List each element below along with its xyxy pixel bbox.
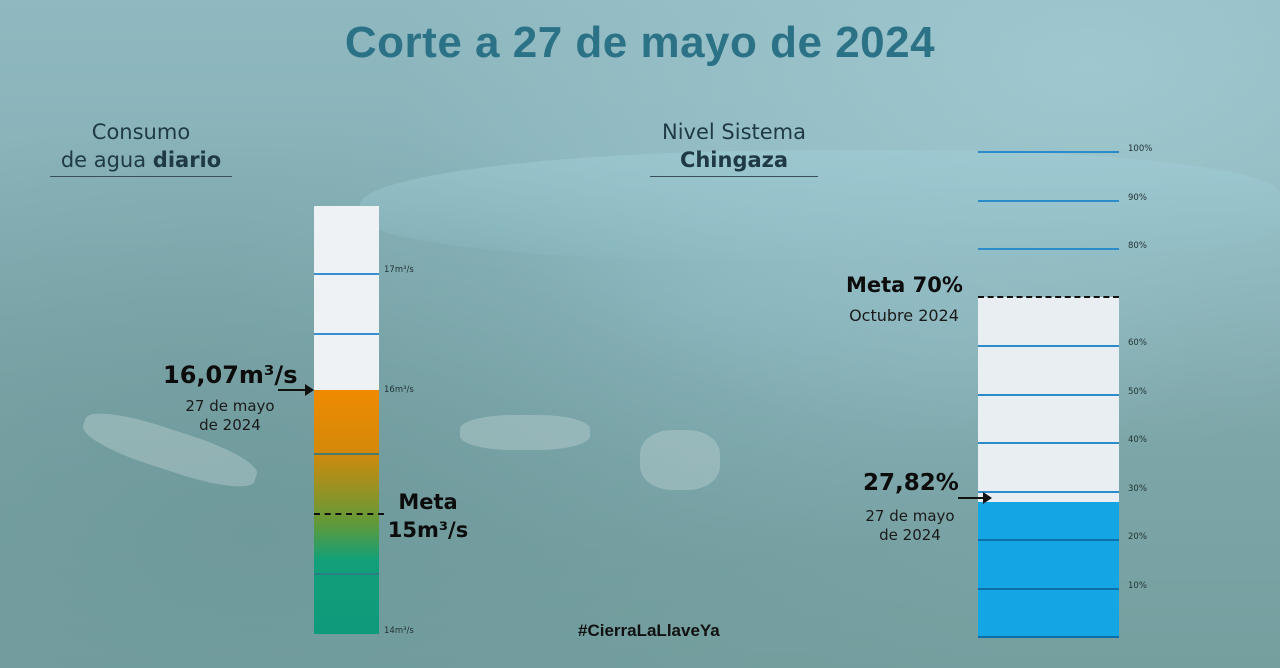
chingaza-scale-label: 50% <box>1128 387 1147 397</box>
chingaza-scale-label: 40% <box>1128 435 1147 445</box>
consumption-current-date: 27 de mayo de 2024 <box>185 397 275 434</box>
chingaza-heading-line1: Nivel Sistema <box>662 120 806 144</box>
chingaza-fill <box>978 501 1119 637</box>
chingaza-current-date: 27 de mayo de 2024 <box>865 507 955 544</box>
consumption-current-value: 16,07m³/s <box>163 361 298 389</box>
chingaza-scale-label: 60% <box>1128 338 1147 348</box>
consumption-arrow-icon <box>305 384 314 396</box>
consumption-heading-line2: de agua diario <box>60 148 222 172</box>
chingaza-gauge <box>978 151 1119 637</box>
chingaza-scale-label: 80% <box>1128 241 1147 251</box>
consumption-tick <box>314 273 379 275</box>
chingaza-arrow-icon <box>983 492 992 504</box>
consumption-fill <box>314 390 379 634</box>
consumption-gauge <box>314 206 379 634</box>
chingaza-current-value: 27,82% <box>863 470 959 496</box>
hashtag: #CierraLaLlaveYa <box>578 621 720 640</box>
background-water <box>360 150 1280 260</box>
chingaza-goal-date: Octubre 2024 <box>849 306 959 325</box>
page-title: Corte a 27 de mayo de 2024 <box>344 18 936 67</box>
chingaza-tick <box>978 345 1119 347</box>
chingaza-arrow-line <box>958 497 984 499</box>
consumption-heading-line1: Consumo <box>91 120 191 144</box>
chingaza-goal-line <box>978 296 1119 298</box>
chingaza-tick <box>978 491 1119 493</box>
background-rock <box>460 415 590 450</box>
chingaza-scale-label: 100% <box>1128 144 1153 154</box>
chingaza-heading-line2: Chingaza <box>679 148 789 172</box>
chingaza-tick <box>978 151 1119 153</box>
consumption-scale-label: 16m³/s <box>384 385 414 395</box>
consumption-tick <box>314 573 379 575</box>
chingaza-tick <box>978 394 1119 396</box>
consumption-goal-line <box>314 513 384 515</box>
chingaza-scale-label: 10% <box>1128 581 1147 591</box>
chingaza-tick <box>978 539 1119 541</box>
chingaza-tick <box>978 248 1119 250</box>
background-rock <box>640 430 720 490</box>
consumption-goal-label: Meta 15m³/s <box>387 490 469 542</box>
consumption-scale-label: 14m³/s <box>384 626 414 636</box>
chingaza-goal-label: Meta 70% <box>846 273 963 297</box>
chingaza-scale-label: 90% <box>1128 193 1147 203</box>
chingaza-tick <box>978 636 1119 638</box>
consumption-heading: Consumo de agua diario <box>50 118 232 177</box>
consumption-arrow-line <box>278 389 306 391</box>
chingaza-tick <box>978 588 1119 590</box>
consumption-scale-label: 17m³/s <box>384 265 414 275</box>
consumption-tick <box>314 453 379 455</box>
chingaza-tick <box>978 442 1119 444</box>
chingaza-tick <box>978 200 1119 202</box>
chingaza-heading: Nivel Sistema Chingaza <box>650 118 818 177</box>
chingaza-scale-label: 20% <box>1128 532 1147 542</box>
consumption-tick <box>314 333 379 335</box>
chingaza-scale-label: 30% <box>1128 484 1147 494</box>
